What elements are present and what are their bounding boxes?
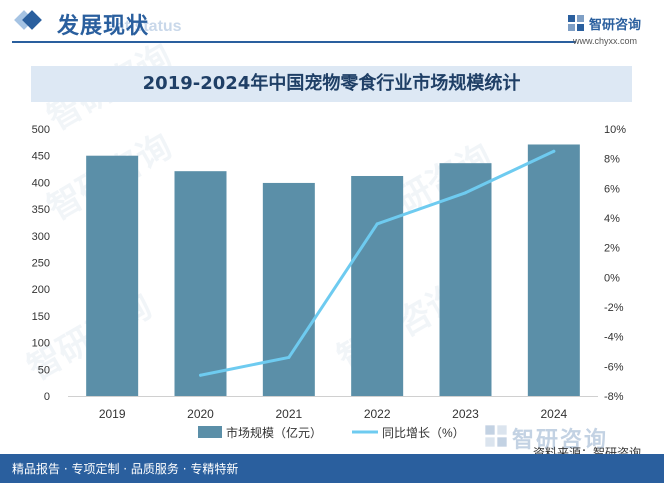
x-tick-label: 2023 (452, 407, 479, 421)
bar-2024 (527, 144, 580, 396)
bar-2021 (262, 182, 315, 396)
line-point-2022 (375, 222, 379, 226)
y-right-tick-label: 0% (604, 272, 620, 284)
x-tick-label: 2019 (99, 407, 126, 421)
line-point-2020 (199, 373, 202, 377)
y-left-tick-label: 400 (32, 177, 50, 189)
legend-label-bar: 市场规模（亿元） (226, 425, 322, 440)
y-right-tick-label: 10% (604, 124, 626, 136)
y-right-tick-label: -2% (604, 302, 624, 314)
y-right-tick-label: 8% (604, 154, 620, 166)
page-title: 发展现状 (57, 14, 150, 39)
line-point-2021 (287, 355, 291, 359)
brand-logo-icon (568, 15, 584, 31)
x-tick-label: 2021 (275, 407, 302, 421)
y-right-tick-label: 6% (604, 183, 620, 195)
y-left-tick-label: 250 (32, 258, 50, 270)
page-header: ent status 发展现状 (0, 0, 664, 46)
y-left-tick-label: 200 (32, 284, 50, 296)
chart-title: 2019-2024年中国宠物零食行业市场规模统计 (142, 73, 521, 94)
y-right-tick-label: 4% (604, 213, 620, 225)
bar-2019 (86, 155, 139, 396)
bar-2023 (439, 163, 492, 396)
brand-name: 智研咨询 (589, 18, 642, 33)
y-left-tick-label: 450 (32, 151, 50, 163)
x-tick-label: 2024 (540, 407, 567, 421)
y-right-tick-label: -8% (604, 391, 624, 403)
bar-2020 (174, 171, 227, 396)
chart: 0 50 100 150 200 250 300 350 400 450 500 -8% -6% -4% -… (32, 124, 627, 440)
brand-logo-icon (485, 425, 507, 447)
line-point-2024 (552, 149, 556, 153)
bar-2022 (351, 175, 404, 396)
brand-watermark-name: 智研咨询 (512, 428, 609, 453)
header-divider (12, 41, 576, 43)
y-right-tick-label: 2% (604, 243, 620, 255)
header-subtitle-watermark: ent status (106, 18, 182, 35)
line-point-2023 (464, 191, 467, 195)
y-right-tick-label: -4% (604, 332, 624, 344)
y-right-tick-label: -6% (604, 361, 624, 373)
page-footer: 精品报告 · 专项定制 · 品质服务 · 专精特新 (0, 454, 664, 483)
y-left-tick-label: 350 (32, 204, 50, 216)
y-left-tick-label: 50 (38, 364, 50, 376)
x-tick-label: 2022 (364, 407, 391, 421)
x-tick-label: 2020 (187, 407, 214, 421)
brand-url: www.chyxx.com (573, 36, 638, 46)
legend-swatch-bar (198, 426, 222, 438)
chart-title-bar: 2019-2024年中国宠物零食行业市场规模统计 (31, 66, 632, 102)
y-left-tick-label: 100 (32, 338, 50, 350)
y-left-tick-label: 0 (44, 391, 50, 403)
y-left-tick-label: 500 (32, 124, 50, 136)
legend-label-line: 同比增长（%） (382, 426, 465, 440)
y-left-tick-label: 300 (32, 231, 50, 243)
footer-slogan: 精品报告 · 专项定制 · 品质服务 · 专精特新 (12, 462, 239, 476)
y-left-tick-label: 150 (32, 311, 50, 323)
